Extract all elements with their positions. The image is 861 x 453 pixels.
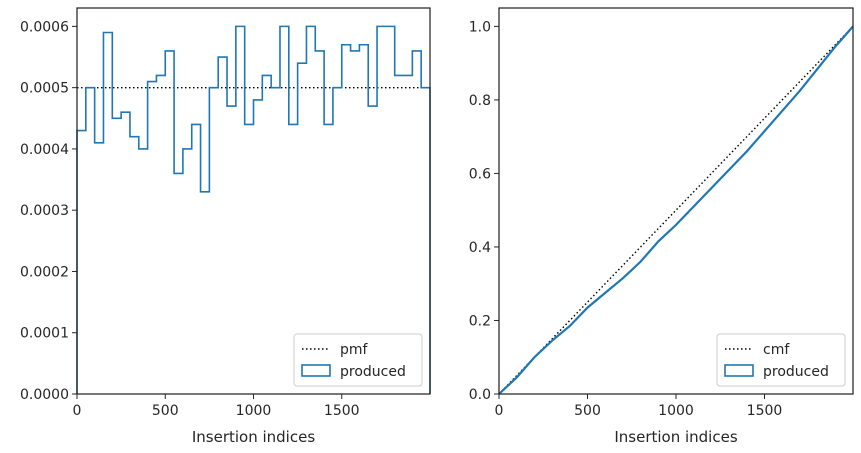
y-tick-label: 0.2 xyxy=(469,313,491,329)
cmf-chart: 0 500 1000 1500 0.0 0.2 0.4 0.6 0.8 1.0 Insertion … xyxy=(469,7,854,446)
produced-line xyxy=(498,25,854,395)
y-tick-label: 0.0 xyxy=(469,387,491,403)
legend-box xyxy=(716,333,846,387)
y-tick-label: 0.0001 xyxy=(20,326,69,342)
y-tick-label: 1.0 xyxy=(469,19,491,35)
produced-step-line xyxy=(76,25,431,394)
y-tick-label: 0.8 xyxy=(469,93,491,109)
y-tick-label: 0.0002 xyxy=(20,264,69,280)
y-tick-label: 0.0000 xyxy=(20,387,69,403)
x-axis-label: Insertion indices xyxy=(614,428,737,446)
pmf-chart: 0 500 1000 1500 0.0000 0.0001 0.0002 0.0003 0.00… xyxy=(20,7,431,446)
x-tick-label: 0 xyxy=(495,403,504,419)
x-tick-label: 1500 xyxy=(324,403,360,419)
x-tick-label: 0 xyxy=(73,403,82,419)
y-tick-label: 0.6 xyxy=(469,166,491,182)
y-tick-label: 0.0006 xyxy=(20,19,69,35)
y-tick-label: 0.0003 xyxy=(20,203,69,219)
y-tick-label: 0.0004 xyxy=(20,142,69,158)
cmf-line xyxy=(498,25,854,395)
legend-label-produced: produced xyxy=(763,364,829,380)
legend-label-pmf: pmf xyxy=(340,342,369,358)
x-tick-label: 500 xyxy=(574,403,601,419)
legend-swatch-produced xyxy=(724,364,754,377)
x-tick-label: 1500 xyxy=(747,403,783,419)
legend-swatch-produced xyxy=(301,364,331,377)
x-axis-label: Insertion indices xyxy=(192,428,315,446)
legend-label-cmf: cmf xyxy=(763,342,790,358)
legend-box xyxy=(293,333,423,387)
x-tick-label: 500 xyxy=(152,403,179,419)
legend-label-produced: produced xyxy=(340,364,406,380)
y-tick-label: 0.4 xyxy=(469,240,491,256)
legend: pmf produced xyxy=(293,333,423,387)
legend: cmf produced xyxy=(716,333,846,387)
x-tick-label: 1000 xyxy=(658,403,694,419)
x-tick-label: 1000 xyxy=(236,403,272,419)
y-tick-label: 0.0005 xyxy=(20,81,69,97)
